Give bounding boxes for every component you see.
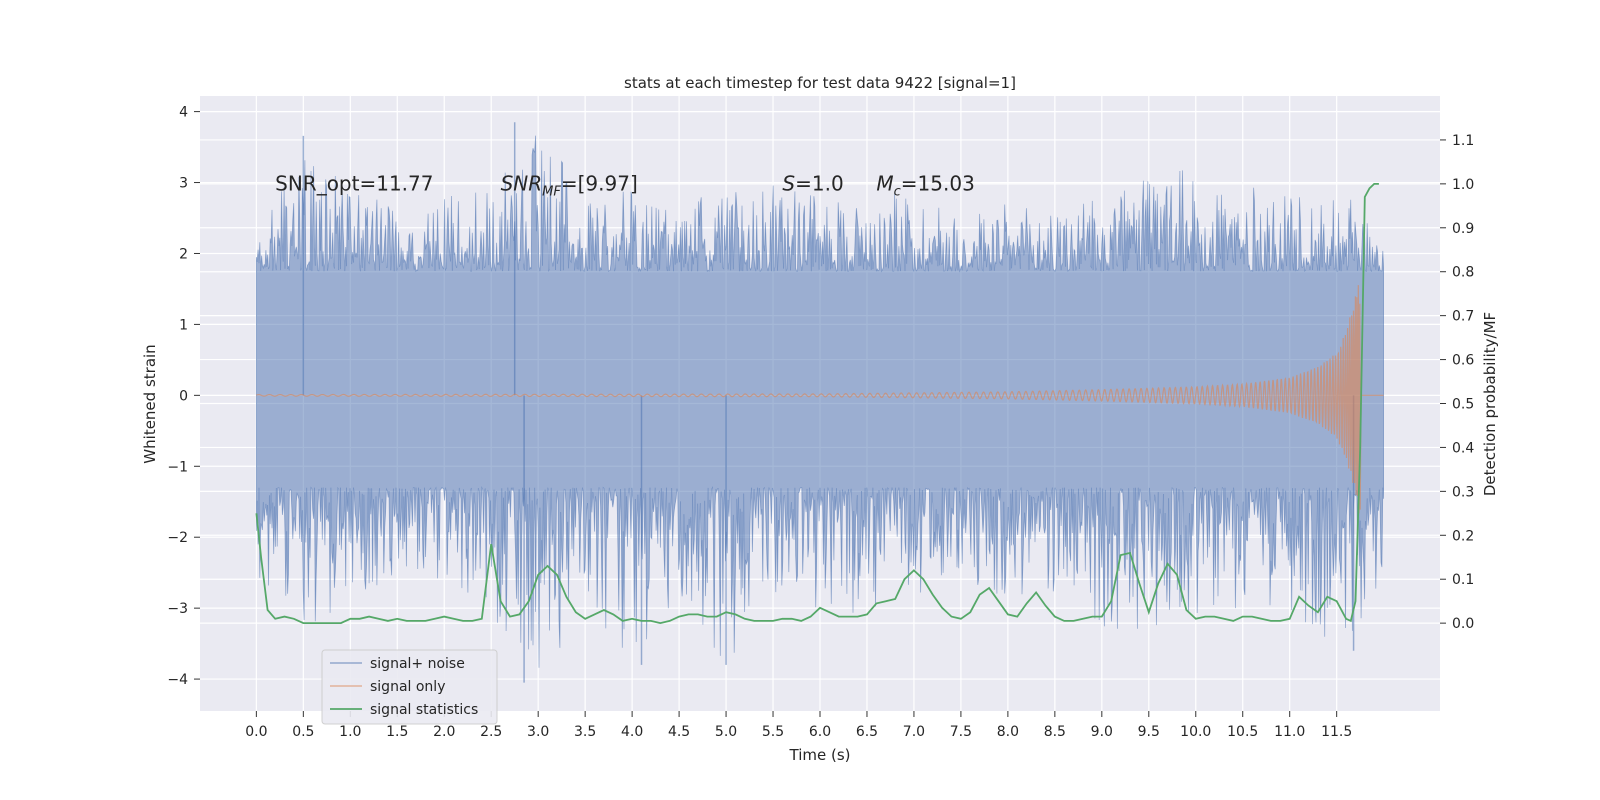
- y-left-tick-label: −4: [167, 672, 188, 688]
- y-left-tick-label: 2: [179, 246, 188, 262]
- y-right-tick-label: 0.4: [1452, 440, 1474, 456]
- series-signal-only: [256, 285, 1384, 514]
- series-signal-statistics-line: [255, 182, 1379, 625]
- series-signal-only-line: [256, 285, 1384, 514]
- x-axis-label: Time (s): [789, 746, 851, 764]
- x-tick-label: 1.0: [339, 724, 361, 740]
- series-signal-statistics: [255, 182, 1379, 625]
- y-left-tick-label: −3: [167, 601, 188, 617]
- y-right-tick-label: 1.1: [1452, 133, 1474, 149]
- x-tick-label: 4.5: [668, 724, 690, 740]
- legend-label-signal-statistics: signal statistics: [370, 702, 478, 718]
- x-tick-label: 4.0: [621, 724, 643, 740]
- x-tick-label: 7.0: [903, 724, 925, 740]
- x-tick-label: 1.5: [386, 724, 408, 740]
- legend: signal+ noise signal only signal statist…: [321, 649, 498, 725]
- y-right-tick-label: 0.5: [1452, 397, 1474, 413]
- series-signal-noise-band: [255, 135, 1384, 668]
- x-tick-label: 3.5: [574, 724, 596, 740]
- y-left-tick-label: −2: [167, 530, 188, 546]
- y-right-tick-label: 0.9: [1452, 221, 1474, 237]
- y-right-tick-label: 0.3: [1452, 484, 1474, 500]
- x-tick-label: 9.0: [1091, 724, 1113, 740]
- x-tick-label: 10.0: [1180, 724, 1211, 740]
- y-left-tick-label: −1: [167, 459, 188, 475]
- x-axis-ticks: 0.0 0.5 1.0 1.5 2.0 2.5 3.0 3.5 4.0 4.5 5.0 5.5 6.0 6…: [245, 711, 1352, 740]
- legend-box: [321, 649, 498, 725]
- y-left-tick-label: 4: [179, 105, 188, 121]
- x-tick-label: 8.5: [1044, 724, 1066, 740]
- legend-label-signal-noise: signal+ noise: [370, 656, 465, 672]
- chart-title: stats at each timestep for test data 942…: [624, 74, 1016, 92]
- x-tick-label: 11.0: [1274, 724, 1305, 740]
- y-right-tick-label: 0.8: [1452, 265, 1474, 281]
- x-tick-label: 8.0: [997, 724, 1019, 740]
- x-tick-label: 10.5: [1227, 724, 1258, 740]
- y-axis-left-label: Whitened strain: [141, 344, 159, 463]
- y-right-tick-label: 0.6: [1452, 353, 1474, 369]
- x-tick-label: 0.5: [292, 724, 314, 740]
- y-left-tick-label: 0: [179, 388, 188, 404]
- x-tick-label: 6.5: [856, 724, 878, 740]
- y-right-tick-label: 0.7: [1452, 309, 1474, 325]
- x-tick-label: 2.0: [433, 724, 455, 740]
- annotation: S=1.0: [782, 172, 843, 196]
- x-tick-label: 5.5: [762, 724, 784, 740]
- y-axis-right-label: Detection probability/MF: [1481, 312, 1499, 496]
- x-tick-label: 9.5: [1138, 724, 1160, 740]
- x-tick-label: 0.0: [245, 724, 267, 740]
- y-right-tick-label: 0.0: [1452, 616, 1474, 632]
- y-axis-right-ticks: 0.0 0.1 0.2 0.3 0.4 0.5 0.6 0.7 0.8 0.9 1.0 1.1: [1440, 133, 1474, 632]
- annotations: SNR_opt=11.77 SNRMF=[9.97] S=1.0 Mc=15.03: [275, 172, 975, 200]
- y-right-tick-label: 0.2: [1452, 528, 1474, 544]
- y-right-tick-label: 1.0: [1452, 177, 1474, 193]
- x-tick-label: 5.0: [715, 724, 737, 740]
- annotation: Mc=15.03: [876, 172, 974, 200]
- x-tick-label: 11.5: [1321, 724, 1352, 740]
- y-right-tick-label: 0.1: [1452, 572, 1474, 588]
- annotation: SNR_opt=11.77: [275, 172, 433, 196]
- legend-label-signal-only: signal only: [370, 679, 445, 695]
- x-tick-label: 2.5: [480, 724, 502, 740]
- y-left-tick-label: 3: [179, 176, 188, 192]
- y-axis-left-ticks: −4 −3 −2 −1 0 1 2 3 4: [167, 105, 200, 688]
- annotation: SNRMF=[9.97]: [501, 172, 638, 200]
- x-tick-label: 7.5: [950, 724, 972, 740]
- x-tick-label: 3.0: [527, 724, 549, 740]
- x-tick-label: 6.0: [809, 724, 831, 740]
- y-left-tick-label: 1: [179, 317, 188, 333]
